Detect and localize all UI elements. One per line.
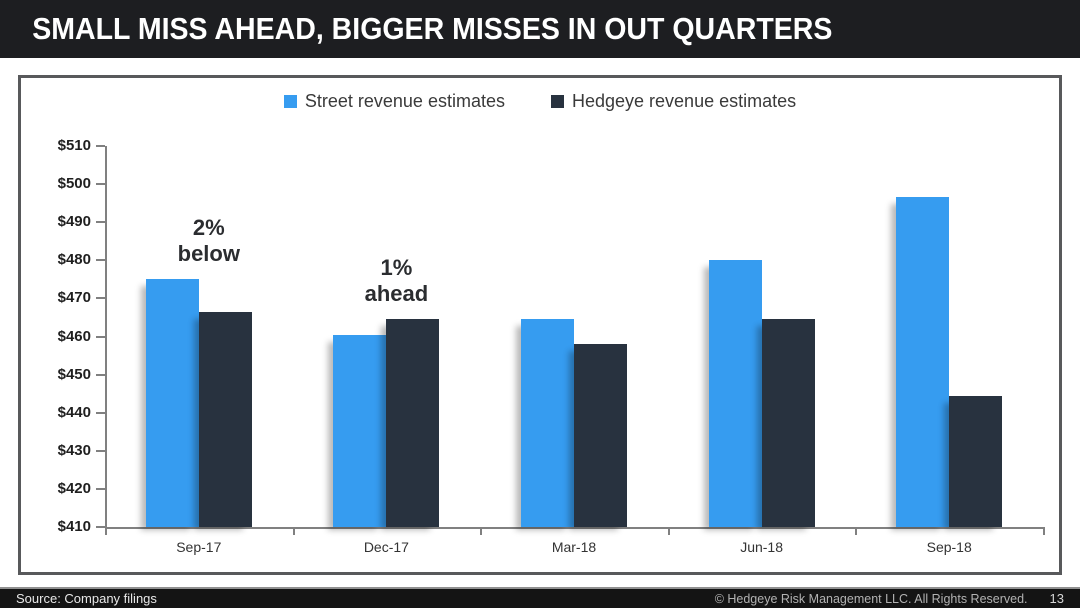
y-tick-label: $460 [57, 327, 91, 345]
y-tick-label: $470 [57, 289, 91, 307]
y-tick-label: $410 [57, 518, 91, 535]
x-category-label: Dec-17 [363, 539, 409, 555]
page-title: SMALL MISS AHEAD, BIGGER MISSES IN OUT Q… [32, 11, 833, 46]
bar-hedgeye-mar-18 [574, 344, 627, 527]
x-tick-mark [480, 529, 483, 535]
legend-item-hedgeye: Hedgeye revenue estimates [550, 91, 797, 112]
y-axis-line [105, 146, 107, 529]
legend-label: Street revenue estimates [304, 91, 505, 111]
x-category-label: Sep-17 [176, 539, 222, 555]
bar-street-sep-18 [896, 197, 950, 527]
legend-item-street: Street revenue estimates [283, 91, 505, 112]
y-tick-label: $500 [57, 175, 91, 193]
x-tick-mark [855, 529, 858, 535]
bar-hedgeye-dec-17 [386, 319, 440, 527]
y-tick-mark [96, 259, 105, 262]
legend-label: Hedgeye revenue estimates [571, 91, 797, 111]
y-tick-mark [96, 411, 105, 414]
x-tick-mark [105, 529, 107, 535]
title-bar: SMALL MISS AHEAD, BIGGER MISSES IN OUT Q… [0, 0, 1080, 58]
bar-street-jun-18 [708, 260, 762, 527]
bar-hedgeye-sep-18 [949, 395, 1003, 527]
bar-street-sep-17 [145, 279, 199, 527]
y-tick-mark [96, 221, 105, 224]
y-tick-mark [96, 335, 105, 338]
chart-frame: Street revenue estimates Hedgeye revenue … [18, 75, 1062, 575]
source-note: Source: Company filings [16, 591, 157, 606]
bar-hedgeye-sep-17 [198, 311, 252, 527]
x-category-label: Mar-18 [551, 539, 597, 555]
y-tick-mark [96, 487, 105, 490]
x-category-label: Jun-18 [740, 539, 783, 555]
x-tick-mark [292, 529, 295, 535]
legend: Street revenue estimates Hedgeye revenue … [21, 91, 1059, 112]
bar-street-mar-18 [521, 319, 574, 527]
page-number: 13 [1049, 591, 1064, 606]
x-category-label: Sep-18 [926, 539, 972, 555]
y-tick-mark [96, 145, 105, 147]
y-tick-label: $510 [57, 137, 91, 154]
y-tick-mark [96, 183, 105, 186]
y-tick-mark [96, 373, 105, 376]
footer-right: © Hedgeye Risk Management LLC. All Right… [715, 591, 1064, 606]
legend-marker-icon [283, 95, 297, 108]
y-tick-label: $440 [57, 403, 91, 421]
y-tick-mark [96, 297, 105, 300]
x-tick-mark [1043, 529, 1045, 535]
x-axis-line [105, 527, 1045, 529]
annotation-0: 2% below [177, 215, 240, 267]
copyright-note: © Hedgeye Risk Management LLC. All Right… [714, 591, 1028, 606]
y-tick-label: $480 [57, 251, 91, 269]
y-tick-mark [96, 526, 105, 528]
y-tick-mark [96, 449, 105, 452]
bar-hedgeye-jun-18 [761, 319, 815, 527]
annotation-1: 1% ahead [364, 255, 429, 307]
bar-street-dec-17 [333, 334, 387, 527]
x-tick-mark [667, 529, 670, 535]
footer-bar: Source: Company filings © Hedgeye Risk M… [0, 587, 1080, 608]
y-tick-label: $420 [57, 479, 91, 497]
plot-area: $510 $500 $490 $480 $470 $460 $450 $440 $430 $420… [21, 78, 1059, 572]
y-tick-label: $490 [57, 213, 91, 231]
y-tick-label: $450 [57, 365, 91, 383]
legend-marker-icon [550, 95, 564, 108]
y-tick-label: $430 [57, 441, 91, 459]
